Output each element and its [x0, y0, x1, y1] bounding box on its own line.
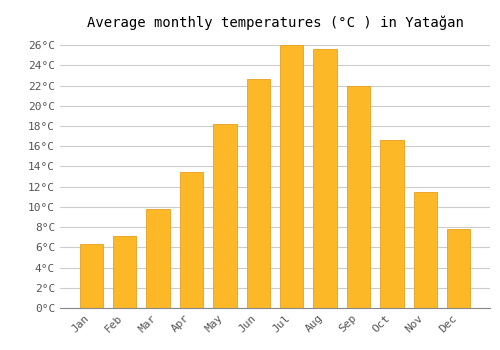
Bar: [180, 172, 203, 308]
Bar: [146, 209, 170, 308]
Bar: [213, 124, 236, 308]
Bar: [314, 49, 337, 308]
Title: Average monthly temperatures (°C ) in Yatağan: Average monthly temperatures (°C ) in Ya…: [86, 15, 464, 30]
Bar: [113, 236, 136, 308]
Bar: [347, 85, 370, 308]
Bar: [280, 45, 303, 308]
Bar: [414, 192, 437, 308]
Bar: [80, 244, 103, 308]
Bar: [380, 140, 404, 308]
Bar: [447, 229, 470, 308]
Bar: [246, 79, 270, 308]
